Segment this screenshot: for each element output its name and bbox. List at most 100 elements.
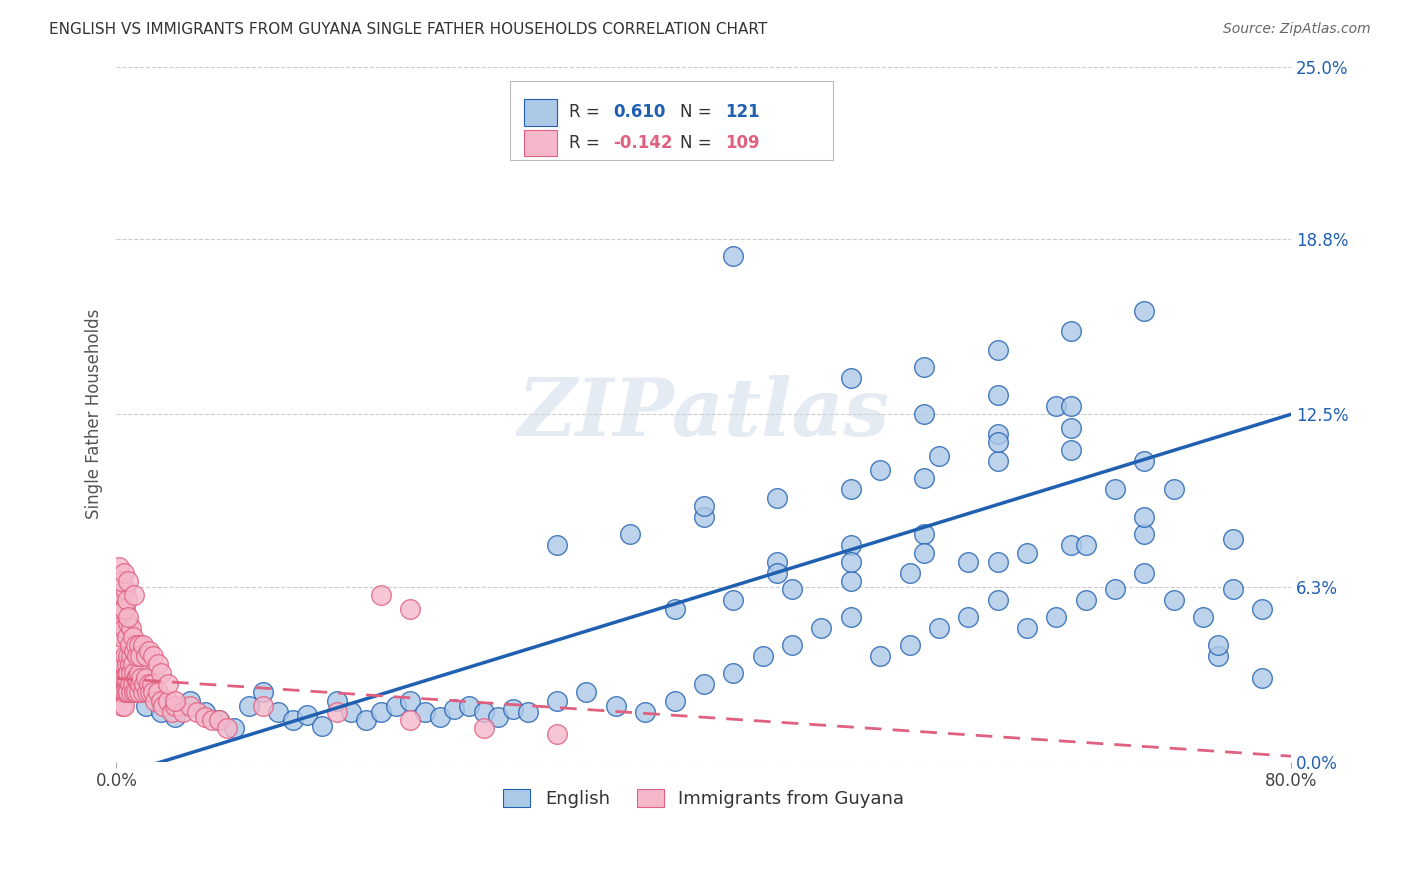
Point — [1222, 582, 1244, 597]
Point — [384, 699, 406, 714]
Point — [125, 671, 148, 685]
Point — [108, 693, 131, 707]
Point — [120, 649, 142, 664]
Point — [1074, 538, 1097, 552]
Point — [149, 665, 172, 680]
Point — [135, 671, 157, 685]
Point — [839, 574, 862, 588]
Point — [928, 449, 950, 463]
Point — [208, 713, 231, 727]
Point — [766, 491, 789, 505]
Point — [723, 593, 745, 607]
Point — [112, 657, 135, 672]
Point — [839, 610, 862, 624]
Point — [780, 638, 803, 652]
Point — [117, 574, 139, 588]
Point — [215, 722, 238, 736]
Point — [128, 665, 150, 680]
Point — [132, 685, 155, 699]
Point — [957, 555, 980, 569]
Point — [516, 705, 538, 719]
Legend: English, Immigrants from Guyana: English, Immigrants from Guyana — [496, 781, 911, 815]
Point — [1060, 443, 1083, 458]
Point — [354, 713, 377, 727]
Point — [135, 649, 157, 664]
Point — [1015, 621, 1038, 635]
Point — [165, 693, 187, 707]
Point — [136, 685, 159, 699]
Point — [124, 638, 146, 652]
Point — [108, 657, 131, 672]
Point — [472, 722, 495, 736]
Text: N =: N = — [681, 103, 717, 121]
Point — [987, 426, 1010, 441]
Point — [399, 693, 422, 707]
Text: ENGLISH VS IMMIGRANTS FROM GUYANA SINGLE FATHER HOUSEHOLDS CORRELATION CHART: ENGLISH VS IMMIGRANTS FROM GUYANA SINGLE… — [49, 22, 768, 37]
Point — [117, 665, 139, 680]
Point — [117, 615, 139, 630]
Point — [124, 671, 146, 685]
Point — [458, 699, 481, 714]
Point — [111, 671, 134, 685]
Point — [156, 693, 179, 707]
Point — [869, 649, 891, 664]
Point — [142, 649, 165, 664]
Point — [108, 560, 131, 574]
Point — [194, 710, 217, 724]
Point — [370, 588, 392, 602]
Point — [693, 677, 716, 691]
Point — [111, 685, 134, 699]
Point — [326, 693, 349, 707]
Point — [117, 610, 139, 624]
Point — [124, 685, 146, 699]
Point — [987, 388, 1010, 402]
Point — [443, 702, 465, 716]
Point — [110, 574, 132, 588]
Point — [1133, 526, 1156, 541]
Point — [143, 693, 166, 707]
Point — [693, 499, 716, 513]
Point — [122, 685, 145, 699]
Point — [222, 722, 245, 736]
Point — [208, 713, 231, 727]
Point — [139, 685, 162, 699]
Point — [165, 699, 187, 714]
Point — [634, 705, 657, 719]
Point — [664, 693, 686, 707]
Point — [112, 699, 135, 714]
Point — [1206, 649, 1229, 664]
Point — [252, 699, 274, 714]
Text: -0.142: -0.142 — [613, 134, 673, 152]
Point — [987, 555, 1010, 569]
Point — [194, 705, 217, 719]
Point — [142, 685, 165, 699]
Point — [546, 538, 568, 552]
Point — [121, 677, 143, 691]
Point — [120, 685, 142, 699]
Text: 109: 109 — [725, 134, 759, 152]
Y-axis label: Single Father Households: Single Father Households — [86, 309, 103, 519]
Point — [1104, 582, 1126, 597]
Point — [912, 359, 935, 374]
Point — [117, 685, 139, 699]
Point — [118, 677, 141, 691]
Point — [112, 685, 135, 699]
Point — [1192, 610, 1215, 624]
Point — [108, 621, 131, 635]
Point — [125, 649, 148, 664]
Point — [128, 638, 150, 652]
Point — [1133, 304, 1156, 318]
Point — [766, 566, 789, 580]
Point — [987, 435, 1010, 450]
Point — [839, 538, 862, 552]
Point — [898, 638, 921, 652]
Point — [128, 685, 150, 699]
Point — [898, 566, 921, 580]
Point — [413, 705, 436, 719]
Point — [370, 705, 392, 719]
Point — [179, 693, 201, 707]
Point — [115, 593, 138, 607]
Point — [172, 705, 194, 719]
Point — [165, 710, 187, 724]
Point — [546, 727, 568, 741]
